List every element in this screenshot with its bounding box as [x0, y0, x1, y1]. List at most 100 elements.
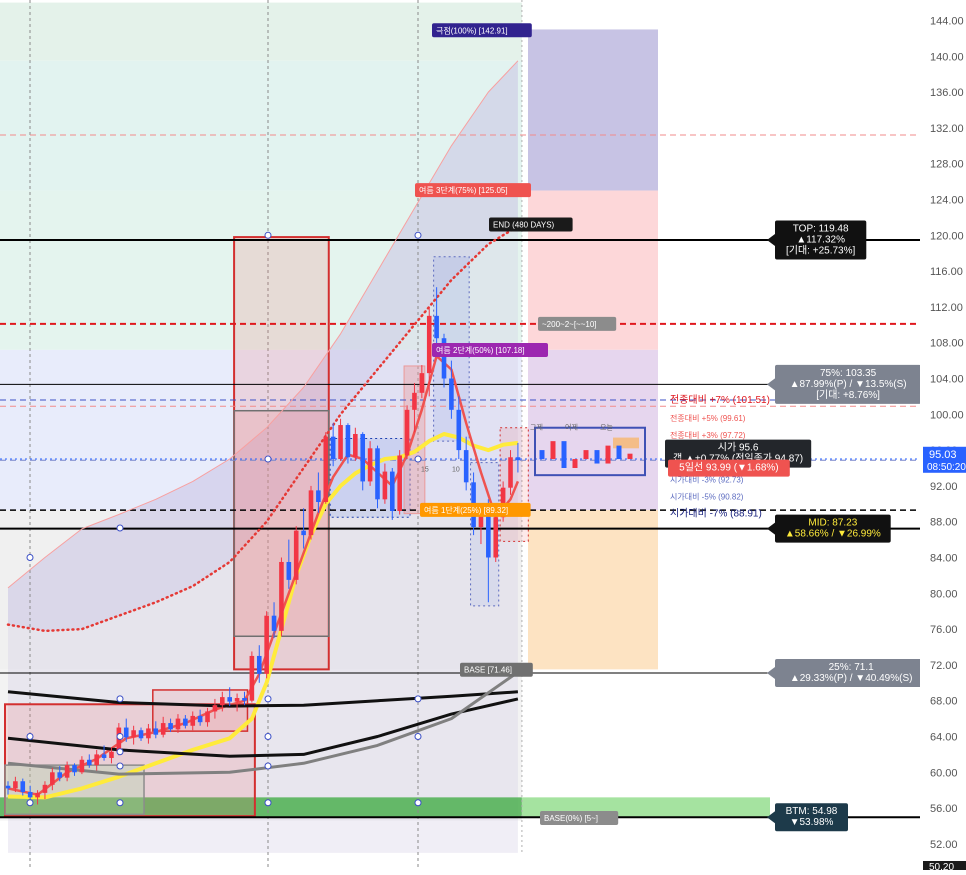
candle-body	[72, 765, 77, 773]
today-highlight	[613, 437, 639, 449]
candle-body	[138, 730, 144, 739]
candle-body	[345, 425, 351, 458]
pivot-point	[26, 733, 34, 740]
candle-body	[13, 781, 18, 789]
candle-body	[419, 373, 425, 393]
pivot-point	[414, 231, 422, 239]
last-price-value: 50.20	[929, 862, 954, 870]
side-level-label: 전종대비 +5% (99.61)	[670, 413, 746, 423]
candle-body	[190, 715, 196, 726]
price-tick-label: 76.00	[930, 624, 958, 636]
stage-tag-text: 극점(100%) [142.91]	[436, 25, 508, 35]
pivot-point	[414, 455, 422, 463]
bg-band	[0, 60, 522, 191]
side-zone	[528, 349, 658, 511]
info-box-pointer	[767, 378, 775, 391]
side-zone	[528, 510, 658, 670]
candle-body	[20, 781, 26, 792]
info-box-text: ▲29.33%(P) / ▼40.49%(S)	[790, 673, 913, 684]
stage-tag-text: END (480 DAYS)	[493, 221, 555, 230]
pivot-point	[116, 733, 124, 740]
mini-candle	[550, 441, 556, 460]
price-tick-label: 60.00	[930, 767, 958, 779]
stage-tag	[540, 810, 619, 825]
series-line-0	[7, 432, 519, 800]
info-box: 25%: 71.1▲29.33%(P) / ▼40.49%(S)	[767, 658, 928, 687]
side-zone	[528, 29, 658, 191]
candle-body	[5, 785, 11, 789]
candle-body	[441, 338, 447, 379]
pivot-point	[414, 733, 422, 740]
candle-body	[94, 754, 99, 766]
info-box-text: [기대: +8.76%]	[816, 389, 880, 401]
info-box-text: MID: 87.23	[808, 518, 857, 529]
candle-body	[212, 705, 218, 712]
candle-body	[146, 728, 151, 739]
candle-body	[404, 409, 410, 456]
candle-body	[279, 561, 284, 631]
stage-tag-text: BASE [71.46]	[464, 666, 512, 675]
mini-candle	[539, 450, 545, 460]
candle-body	[27, 791, 33, 798]
pivot-point	[414, 799, 422, 807]
stage-tag-text: 여름 2단계(50%) [107.18]	[436, 345, 525, 355]
side-level-label: 시가대비 -3% (92.73)	[670, 476, 744, 485]
candle-body	[220, 697, 225, 706]
price-axis-bg	[920, 0, 966, 870]
current-price-value: 95.03	[929, 449, 957, 461]
today-range-box	[534, 426, 646, 477]
price-tick-label: 84.00	[930, 553, 958, 565]
candle-body	[301, 530, 306, 536]
candle-body	[463, 450, 469, 483]
series-line-2	[7, 690, 518, 708]
info-box-text: ▲117.32%	[796, 234, 845, 245]
range-box	[403, 365, 426, 515]
stage-tag-text: 여름 3단계(75%) [125.05]	[419, 185, 508, 195]
mini-candle	[627, 453, 633, 460]
info-box-bg	[775, 220, 867, 260]
info-box-text: ▲87.99%(P) / ▼13.5%(S)	[790, 379, 907, 390]
info-box: 5일선 93.99 (▼1.68%)	[668, 459, 790, 477]
pivot-point	[116, 799, 124, 807]
mini-candle	[594, 450, 600, 464]
info-box-text: [기대: +25.73%]	[786, 244, 855, 256]
candle-body	[183, 718, 188, 726]
pivot-point	[116, 762, 124, 770]
info-box-text: 시가 95.6	[718, 442, 759, 454]
info-box-bg	[775, 364, 922, 404]
candle-body	[323, 436, 329, 503]
price-tick-label: 80.00	[930, 588, 958, 600]
candle-body	[160, 723, 166, 735]
candle-body	[227, 697, 232, 702]
candle-body	[478, 509, 484, 528]
pivot-point	[26, 799, 34, 807]
info-box-text: 5일선 93.99 (▼1.68%)	[679, 462, 778, 474]
pivot-point	[264, 762, 272, 770]
candle-body	[508, 457, 513, 488]
candle-body	[330, 436, 336, 460]
candle-body	[205, 711, 210, 723]
candle-body	[123, 727, 129, 738]
info-box-bg	[775, 658, 928, 687]
stage-tag	[489, 217, 573, 232]
series-line-6	[7, 60, 519, 589]
info-box-text: 75%: 103.35	[820, 368, 877, 379]
price-tick-label: 64.00	[930, 732, 958, 744]
candle-body	[168, 723, 173, 730]
candle-body	[375, 448, 380, 500]
mini-candle	[605, 445, 611, 464]
candle-body	[50, 772, 55, 785]
stage-tag	[432, 23, 532, 38]
pivot-point	[116, 748, 124, 756]
lower-area	[8, 226, 518, 853]
info-box-pointer	[767, 233, 775, 246]
price-tick-label: 68.00	[930, 696, 958, 708]
mini-candle	[561, 441, 567, 468]
series-line-5	[6, 225, 520, 633]
info-box-text: TOP: 119.48	[793, 223, 849, 234]
candle-body	[360, 433, 366, 482]
candle-body	[293, 530, 299, 580]
info-box-text: BTM: 54.98	[786, 806, 838, 817]
